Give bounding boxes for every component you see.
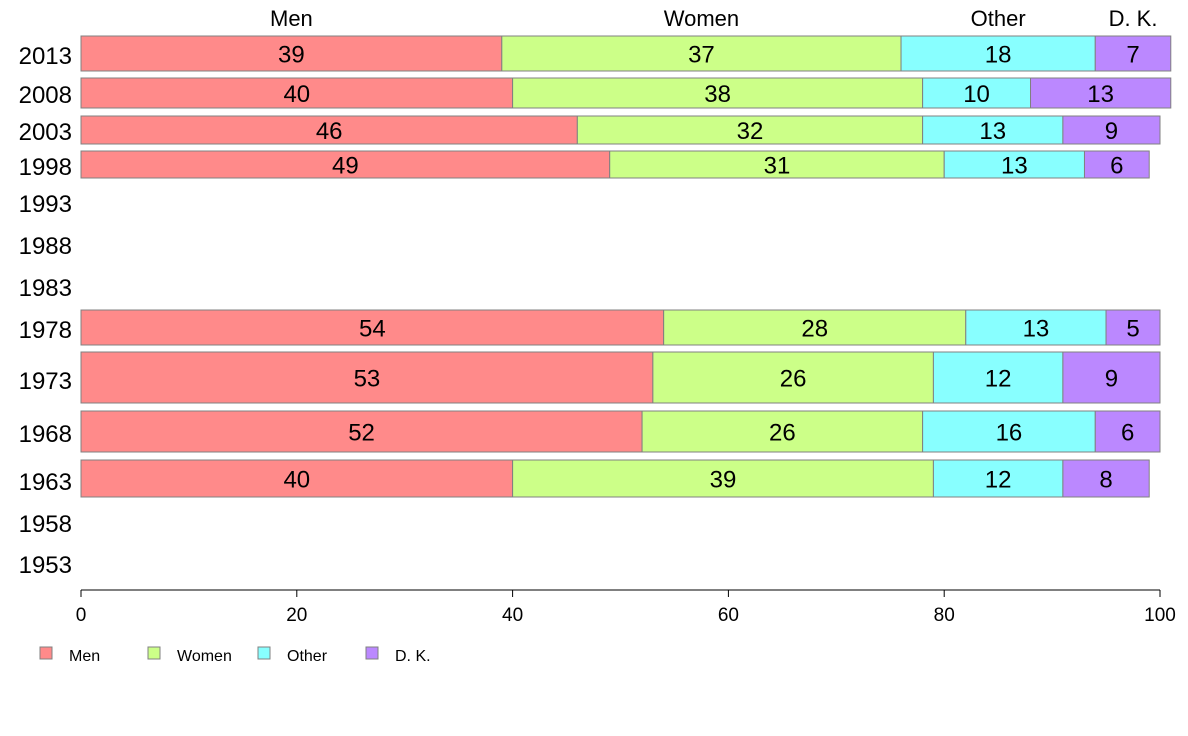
data-label-2008-1: 38: [704, 81, 731, 108]
bar-2008-other: [922, 77, 1032, 109]
bar-1968-dk: [1094, 410, 1161, 453]
bar-2003-dk: [1062, 115, 1161, 145]
bar-1968-men: [80, 410, 643, 453]
data-label-2003-0: 46: [316, 118, 343, 145]
data-label-2003-2: 13: [979, 118, 1006, 145]
data-label-1998-2: 13: [1001, 153, 1028, 180]
data-label-2003-3: 9: [1105, 118, 1118, 145]
bar-1998-dk: [1083, 150, 1150, 179]
bar-1978-dk: [1105, 309, 1161, 346]
legend-label-0: Men: [69, 648, 100, 665]
data-label-2003-1: 32: [737, 118, 764, 145]
y-tick-label-1993: 1993: [19, 191, 72, 218]
x-tick-label-60: 60: [718, 605, 739, 626]
bar-2013-other: [900, 35, 1096, 72]
data-label-1963-3: 8: [1099, 467, 1112, 494]
data-label-1978-1: 28: [801, 316, 828, 343]
data-label-2013-3: 7: [1126, 42, 1139, 69]
y-tick-label-1963: 1963: [19, 469, 72, 496]
data-label-1978-3: 5: [1126, 316, 1139, 343]
bar-1998-women: [609, 150, 945, 179]
data-label-1978-2: 13: [1023, 316, 1050, 343]
y-tick-label-2013: 2013: [19, 43, 72, 70]
bar-1963-men: [80, 459, 514, 498]
data-label-1968-3: 6: [1121, 420, 1134, 447]
data-label-1973-2: 12: [985, 366, 1012, 393]
data-label-1963-0: 40: [283, 467, 310, 494]
legend-label-2: Other: [287, 648, 328, 665]
legend-swatch-3: [365, 646, 379, 660]
data-label-1978-0: 54: [359, 316, 386, 343]
bar-2003-women: [576, 115, 924, 145]
bar-1978-women: [663, 309, 967, 346]
data-label-2008-2: 10: [963, 81, 990, 108]
x-tick-label-0: 0: [76, 605, 87, 626]
bar-1973-men: [80, 351, 654, 404]
data-label-1963-1: 39: [710, 467, 737, 494]
bar-2008-women: [512, 77, 924, 109]
bar-2013-dk: [1094, 35, 1172, 72]
data-label-1973-1: 26: [780, 366, 807, 393]
x-tick-label-100: 100: [1144, 605, 1176, 626]
data-label-2013-2: 18: [985, 42, 1012, 69]
series-label-top-2: Other: [971, 6, 1026, 31]
bar-1973-women: [652, 351, 934, 404]
data-label-2008-3: 13: [1087, 81, 1114, 108]
y-tick-label-1983: 1983: [19, 275, 72, 302]
bar-2013-women: [501, 35, 902, 72]
bar-1973-dk: [1062, 351, 1161, 404]
bar-1978-other: [965, 309, 1107, 346]
data-label-1973-3: 9: [1105, 366, 1118, 393]
data-label-1998-0: 49: [332, 153, 359, 180]
data-label-1998-1: 31: [764, 153, 791, 180]
data-label-1968-0: 52: [348, 420, 375, 447]
data-label-1973-0: 53: [354, 366, 381, 393]
data-label-1968-2: 16: [996, 420, 1023, 447]
bar-1963-dk: [1062, 459, 1150, 498]
data-label-2013-0: 39: [278, 42, 305, 69]
bar-1963-other: [932, 459, 1064, 498]
data-label-2008-0: 40: [283, 81, 310, 108]
bar-2003-men: [80, 115, 578, 145]
data-label-1963-2: 12: [985, 467, 1012, 494]
y-tick-label-2008: 2008: [19, 82, 72, 109]
legend-label-1: Women: [177, 648, 232, 665]
legend-swatch-0: [39, 646, 53, 660]
y-tick-label-1953: 1953: [19, 552, 72, 579]
y-tick-label-1968: 1968: [19, 421, 72, 448]
legend-swatch-1: [147, 646, 161, 660]
y-tick-label-1988: 1988: [19, 233, 72, 260]
legend-label-3: D. K.: [395, 648, 431, 665]
bar-2013-men: [80, 35, 503, 72]
y-tick-label-1958: 1958: [19, 511, 72, 538]
series-label-top-3: D. K.: [1109, 6, 1158, 31]
bar-1968-other: [922, 410, 1096, 453]
data-label-1998-3: 6: [1110, 153, 1123, 180]
y-tick-label-2003: 2003: [19, 119, 72, 146]
y-tick-label-1973: 1973: [19, 368, 72, 395]
series-label-top-0: Men: [270, 6, 313, 31]
x-tick-label-20: 20: [286, 605, 307, 626]
bar-1973-other: [932, 351, 1064, 404]
y-tick-label-1998: 1998: [19, 154, 72, 181]
legend-swatch-2: [257, 646, 271, 660]
y-tick-label-1978: 1978: [19, 317, 72, 344]
x-tick-label-80: 80: [934, 605, 955, 626]
bar-2008-men: [80, 77, 514, 109]
series-label-top-1: Women: [664, 6, 739, 31]
bar-1998-men: [80, 150, 611, 179]
bar-2008-dk: [1030, 77, 1172, 109]
data-label-2013-1: 37: [688, 42, 715, 69]
data-label-1968-1: 26: [769, 420, 796, 447]
bar-1978-men: [80, 309, 665, 346]
x-tick-label-40: 40: [502, 605, 523, 626]
